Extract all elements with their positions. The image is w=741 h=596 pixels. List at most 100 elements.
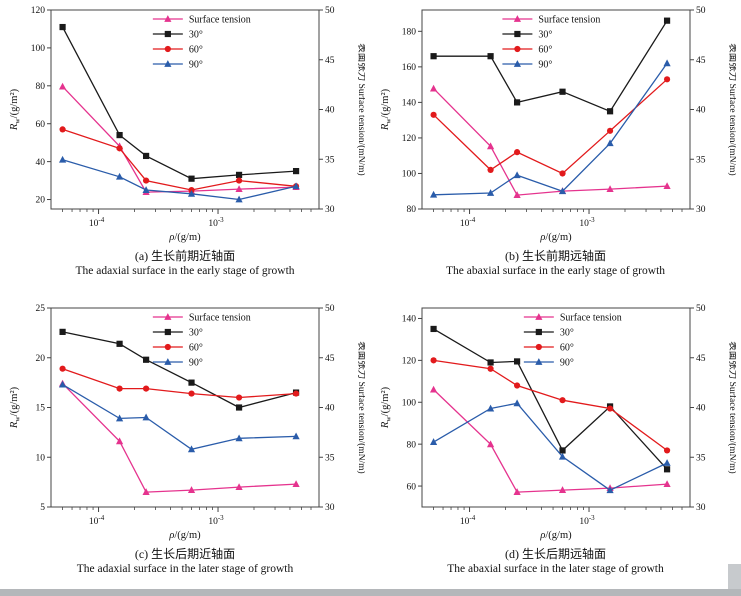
legend-entry-deg30: 30° xyxy=(152,30,203,41)
svg-text:40: 40 xyxy=(325,404,335,414)
left-axis-label: Rw/(g/m²) xyxy=(9,88,22,131)
svg-text:120: 120 xyxy=(31,6,46,16)
series-deg60 xyxy=(429,76,670,177)
svg-text:40: 40 xyxy=(325,106,335,116)
vertical-scrollbar[interactable] xyxy=(728,564,741,589)
svg-text:60: 60 xyxy=(36,120,46,130)
svg-text:60°: 60° xyxy=(189,343,203,354)
svg-text:20: 20 xyxy=(36,354,46,364)
svg-text:40: 40 xyxy=(36,158,46,168)
chart-b-canvas: 80 100 120 140 160 180 30 35 40 45 50 10-4 10-3 ρ/(g/… xyxy=(380,6,736,243)
svg-text:10: 10 xyxy=(36,453,46,463)
svg-text:30: 30 xyxy=(696,503,706,513)
svg-text:35: 35 xyxy=(325,155,335,165)
series-deg90 xyxy=(429,399,671,494)
svg-text:35: 35 xyxy=(325,453,335,463)
chart-b-caption-zh: (b) 生长前期远轴面 xyxy=(505,249,606,263)
legend-entry-deg60: 60° xyxy=(152,343,203,354)
series-deg30 xyxy=(59,23,300,182)
svg-text:30°: 30° xyxy=(189,328,203,339)
svg-text:60°: 60° xyxy=(538,45,552,56)
svg-text:30: 30 xyxy=(696,205,706,215)
svg-text:50: 50 xyxy=(325,304,335,314)
series-deg30 xyxy=(429,17,670,115)
svg-text:30°: 30° xyxy=(559,328,573,339)
series-deg60 xyxy=(59,365,300,401)
svg-text:60°: 60° xyxy=(559,343,573,354)
right-axis-label: 表面张力 Surface tension/(mN/m) xyxy=(727,341,736,473)
legend-entry-deg90: 90° xyxy=(523,358,573,369)
legend-entry-deg90: 90° xyxy=(501,60,552,71)
chart-c-caption-zh: (c) 生长后期近轴面 xyxy=(134,547,236,561)
svg-text:15: 15 xyxy=(36,404,46,414)
legend-entry-deg60: 60° xyxy=(501,45,552,56)
svg-text:80: 80 xyxy=(36,82,46,92)
svg-text:10-3: 10-3 xyxy=(579,216,595,229)
svg-text:50: 50 xyxy=(696,6,706,16)
series-deg90 xyxy=(429,59,671,198)
horizontal-scrollbar[interactable] xyxy=(0,589,741,596)
svg-text:30°: 30° xyxy=(189,30,203,41)
chart-c-canvas: 5 10 15 20 25 30 35 40 45 50 10-4 10-3 ρ/(g/m) Rw/(g/… xyxy=(9,304,365,541)
svg-text:45: 45 xyxy=(696,56,706,66)
svg-text:10-3: 10-3 xyxy=(208,216,224,229)
svg-text:10-3: 10-3 xyxy=(208,514,224,527)
svg-text:50: 50 xyxy=(325,6,335,16)
svg-text:25: 25 xyxy=(36,304,46,314)
legend-entry-st: Surface tension xyxy=(152,313,251,324)
svg-text:45: 45 xyxy=(325,56,335,66)
x-axis-label: ρ/(g/m) xyxy=(539,232,572,243)
svg-text:45: 45 xyxy=(325,354,335,364)
x-axis-label: ρ/(g/m) xyxy=(168,530,201,541)
chart-c: 5 10 15 20 25 30 35 40 45 50 10-4 10-3 ρ/(g/m) Rw/(g/… xyxy=(0,298,370,596)
svg-text:40: 40 xyxy=(696,106,706,116)
chart-d: 60 80 100 120 140 30 35 40 45 50 10-4 10-3 ρ/(g/m) Rw… xyxy=(370,298,741,596)
left-axis-label: Rw/(g/m²) xyxy=(380,88,393,131)
legend-entry-deg90: 90° xyxy=(152,60,203,71)
svg-text:Surface tension: Surface tension xyxy=(559,313,621,324)
legend-entry-st: Surface tension xyxy=(501,15,600,26)
legend-entry-deg30: 30° xyxy=(523,328,573,339)
svg-text:35: 35 xyxy=(696,453,706,463)
svg-text:30: 30 xyxy=(325,503,335,513)
svg-text:120: 120 xyxy=(401,357,416,367)
chart-d-caption-en: The abaxial surface in the later stage o… xyxy=(447,563,664,575)
svg-text:10-4: 10-4 xyxy=(89,216,105,229)
svg-text:30: 30 xyxy=(325,205,335,215)
svg-text:90°: 90° xyxy=(189,358,203,369)
legend-entry-deg60: 60° xyxy=(152,45,203,56)
chart-b: 80 100 120 140 160 180 30 35 40 45 50 10-4 10-3 ρ/(g/… xyxy=(370,0,741,298)
series-deg90 xyxy=(58,155,300,203)
series-deg60 xyxy=(429,357,670,454)
plot-frame xyxy=(421,307,690,508)
series-deg90 xyxy=(58,380,300,453)
svg-text:80: 80 xyxy=(406,440,416,450)
right-axis-label: 表面张力 Surface tension/(mN/m) xyxy=(727,43,736,175)
series-deg30 xyxy=(59,328,300,411)
svg-text:180: 180 xyxy=(401,28,416,38)
svg-text:140: 140 xyxy=(401,315,416,325)
legend-entry-deg60: 60° xyxy=(523,343,573,354)
legend-entry-deg30: 30° xyxy=(501,30,552,41)
series-deg60 xyxy=(59,126,300,194)
series-deg30 xyxy=(429,325,670,473)
svg-text:50: 50 xyxy=(696,304,706,314)
svg-text:Surface tension: Surface tension xyxy=(189,15,251,26)
svg-text:100: 100 xyxy=(31,44,46,54)
svg-text:60°: 60° xyxy=(189,45,203,56)
legend-entry-deg30: 30° xyxy=(152,328,203,339)
svg-text:80: 80 xyxy=(406,205,416,215)
plot-frame xyxy=(50,9,320,210)
svg-text:Surface tension: Surface tension xyxy=(189,313,251,324)
svg-text:20: 20 xyxy=(36,196,46,206)
chart-a-caption-zh: (a) 生长前期近轴面 xyxy=(134,249,236,263)
chart-a-canvas: 20 40 60 80 100 120 30 35 40 45 50 10-4 10-3 ρ/(g/m) R… xyxy=(9,6,365,243)
x-axis-label: ρ/(g/m) xyxy=(539,530,572,541)
svg-text:90°: 90° xyxy=(189,60,203,71)
chart-b-caption-en: The abaxial surface in the early stage o… xyxy=(445,265,666,277)
chart-a: 20 40 60 80 100 120 30 35 40 45 50 10-4 10-3 ρ/(g/m) R… xyxy=(0,0,370,298)
svg-text:5: 5 xyxy=(40,503,45,513)
svg-text:10-3: 10-3 xyxy=(579,514,595,527)
svg-text:10-4: 10-4 xyxy=(459,216,475,229)
